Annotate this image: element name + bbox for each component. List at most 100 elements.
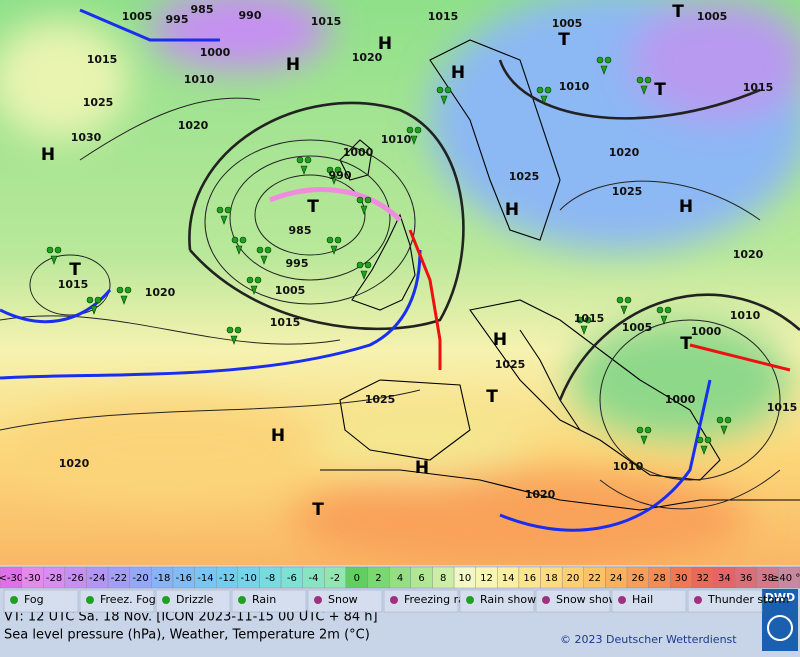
weather-legend-box	[611, 589, 687, 613]
weather-legend-icon	[238, 596, 246, 604]
weather-legend-label: Rain shower	[480, 593, 548, 606]
pressure-label: 1015	[743, 81, 774, 94]
scale-label: 38	[761, 573, 774, 584]
copyright: © 2023 Deutscher Wetterdienst	[560, 633, 737, 646]
pressure-center: T	[312, 500, 324, 520]
weather-legend-label: Thunder storm	[707, 593, 789, 606]
shower-mark	[330, 175, 338, 185]
scale-label: 28	[653, 573, 666, 584]
weather-legend-box	[687, 589, 763, 613]
weather-dot	[231, 236, 239, 244]
weather-legend-box	[231, 589, 307, 613]
pressure-label: 1005	[275, 284, 306, 297]
weather-dot	[334, 166, 342, 174]
scale-label: 6	[418, 573, 424, 584]
pressure-label: 1000	[691, 325, 722, 338]
weather-legend-label: Freez. Fog	[100, 593, 156, 606]
weather-dot	[246, 276, 254, 284]
pressure-label: 1020	[352, 51, 383, 64]
scale-label: 32	[696, 573, 709, 584]
scale-label: 14	[502, 573, 515, 584]
weather-dot	[536, 86, 544, 94]
pressure-label: 1020	[178, 119, 209, 132]
scale-label: -16	[176, 573, 192, 584]
pressure-center: H	[451, 63, 465, 83]
weather-dot	[544, 86, 552, 94]
pressure-center: H	[415, 458, 429, 478]
pressure-center: H	[271, 426, 285, 446]
weather-legend-label: Fog	[24, 593, 44, 606]
pressure-label: 1015	[767, 401, 798, 414]
pressure-label: 1010	[613, 460, 644, 473]
pressure-label: 1000	[665, 393, 696, 406]
weather-dot	[356, 196, 364, 204]
weather-dot	[254, 276, 262, 284]
scale-label: 18	[545, 573, 558, 584]
weather-dot	[704, 436, 712, 444]
weather-legend-icon	[10, 596, 18, 604]
weather-symbols	[46, 56, 732, 455]
weather-dot	[644, 76, 652, 84]
pressure-center: T	[307, 197, 319, 217]
pressure-label: 990	[239, 9, 262, 22]
weather-dot	[46, 246, 54, 254]
pressure-label: 1005	[122, 10, 153, 23]
weather-legend-box	[383, 589, 459, 613]
weather-dot	[406, 126, 414, 134]
weather-dot	[86, 296, 94, 304]
weather-legend-box	[79, 589, 155, 613]
weather-dot	[239, 236, 247, 244]
pressure-label: 1025	[83, 96, 114, 109]
weather-dot	[436, 86, 444, 94]
weather-dot	[576, 316, 584, 324]
shower-mark	[720, 425, 728, 435]
weather-dot	[596, 56, 604, 64]
weather-dot	[364, 261, 372, 269]
pressure-label: 1005	[622, 321, 653, 334]
weather-dot	[116, 286, 124, 294]
pressure-label: 1010	[184, 73, 215, 86]
weather-dot	[624, 296, 632, 304]
weather-dot	[334, 236, 342, 244]
pressure-center: T	[680, 334, 692, 354]
pressure-label: 1025	[509, 170, 540, 183]
weather-legend-box	[307, 589, 383, 613]
shower-mark	[360, 205, 368, 215]
pressure-center: T	[69, 260, 81, 280]
pressure-label: 1010	[559, 80, 590, 93]
scale-label: 34	[718, 573, 731, 584]
weather-dot	[256, 246, 264, 254]
shower-mark	[235, 245, 243, 255]
scale-label: <-30	[0, 573, 23, 584]
weather-dot	[124, 286, 132, 294]
scale-label: 0	[354, 573, 360, 584]
weather-legend-label: Hail	[632, 593, 653, 606]
scale-label: 2	[375, 573, 381, 584]
weather-dot	[356, 261, 364, 269]
shower-mark	[580, 325, 588, 335]
scale-label: 36	[740, 573, 753, 584]
shower-mark	[250, 285, 258, 295]
scale-label: 10	[458, 573, 471, 584]
pressure-center: H	[378, 34, 392, 54]
shower-mark	[620, 305, 628, 315]
scale-label: -6	[287, 573, 297, 584]
shower-mark	[640, 85, 648, 95]
shower-mark	[640, 435, 648, 445]
scale-label: -24	[89, 573, 105, 584]
shower-mark	[330, 245, 338, 255]
pressure-label: 1020	[733, 248, 764, 261]
weather-legend-icon	[314, 596, 322, 604]
pressure-label: 1015	[58, 278, 89, 291]
shower-mark	[360, 270, 368, 280]
scale-label: -18	[154, 573, 170, 584]
weather-dot	[326, 236, 334, 244]
scale-label: -30	[24, 573, 40, 584]
weather-legend-box	[155, 589, 231, 613]
shower-mark	[660, 315, 668, 325]
logo: DWD	[765, 591, 795, 604]
scale-label: -12	[219, 573, 235, 584]
shower-mark	[260, 255, 268, 265]
pressure-center: H	[41, 145, 55, 165]
